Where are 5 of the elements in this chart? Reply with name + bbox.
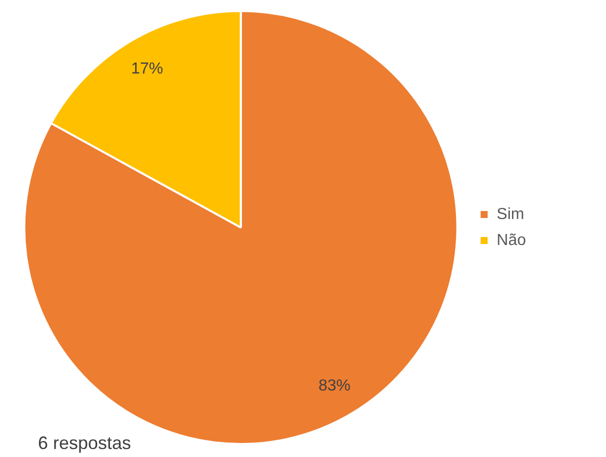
legend-label: Sim — [496, 206, 524, 223]
text: 6 respostas — [38, 432, 132, 453]
legend-label: Não — [496, 232, 526, 249]
data-label: 83% — [318, 377, 351, 394]
data-label: 17% — [131, 60, 164, 78]
